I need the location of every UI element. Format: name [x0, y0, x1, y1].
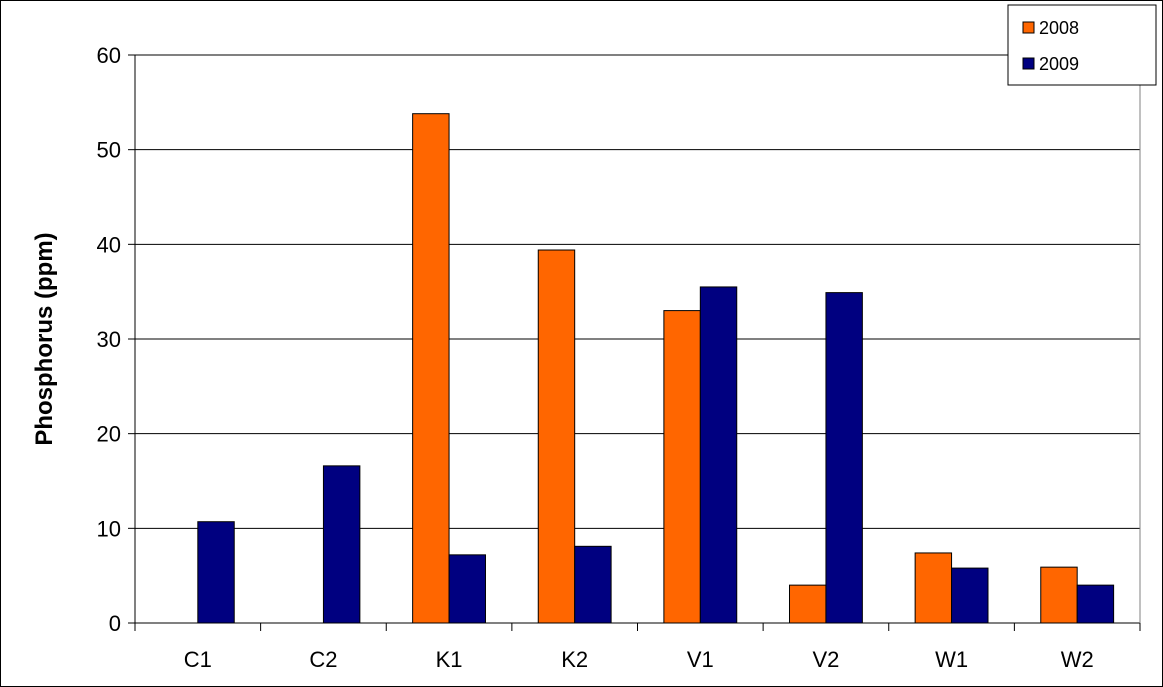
bar-2008-W2 — [1040, 566, 1078, 624]
bar-2009-C1 — [197, 521, 235, 624]
x-tick-label: V2 — [812, 647, 839, 672]
x-tick-label: W2 — [1061, 647, 1094, 672]
bar-2009-V2 — [825, 292, 863, 624]
y-tick-label: 50 — [97, 138, 121, 163]
bar-2008-K1 — [412, 113, 450, 624]
x-tick-label: C1 — [184, 647, 212, 672]
bars — [197, 113, 1115, 624]
legend: 2008 2009 — [1007, 4, 1157, 86]
x-ticks: C1 C2 K1 K2 V1 V2 W1 W2 — [134, 623, 1141, 672]
bar-2009-C2 — [322, 465, 361, 624]
legend-box — [1007, 4, 1157, 86]
legend-label-2009: 2009 — [1039, 54, 1079, 74]
y-tick-label: 10 — [97, 516, 121, 541]
gridlines — [135, 54, 1140, 529]
y-tick-label: 40 — [97, 232, 121, 257]
y-tick-label: 30 — [97, 327, 121, 352]
x-tick-label: V1 — [687, 647, 714, 672]
legend-swatch-2009 — [1022, 57, 1035, 70]
bar-2009-K1 — [448, 554, 486, 624]
x-tick-label: W1 — [935, 647, 968, 672]
y-ticks: 0 10 20 30 40 50 60 — [97, 43, 135, 636]
y-tick-label: 0 — [109, 611, 121, 636]
bar-2008-W1 — [914, 552, 953, 624]
bar-2009-W1 — [951, 567, 989, 624]
x-tick-label: K1 — [436, 647, 463, 672]
bar-2009-K2 — [574, 545, 612, 624]
y-tick-label: 20 — [97, 422, 121, 447]
legend-label-2008: 2008 — [1039, 18, 1079, 38]
bar-2009-V1 — [699, 286, 738, 624]
bar-2008-K2 — [537, 249, 576, 624]
bar-2008-V2 — [789, 584, 827, 624]
bar-2009-W2 — [1076, 584, 1115, 624]
y-tick-label: 60 — [97, 43, 121, 68]
y-axis-title: Phosphorus (ppm) — [31, 232, 58, 445]
bar-2008-V1 — [663, 310, 701, 624]
x-tick-label: K2 — [561, 647, 588, 672]
x-tick-label: C2 — [309, 647, 337, 672]
legend-swatch-2008 — [1022, 21, 1035, 34]
